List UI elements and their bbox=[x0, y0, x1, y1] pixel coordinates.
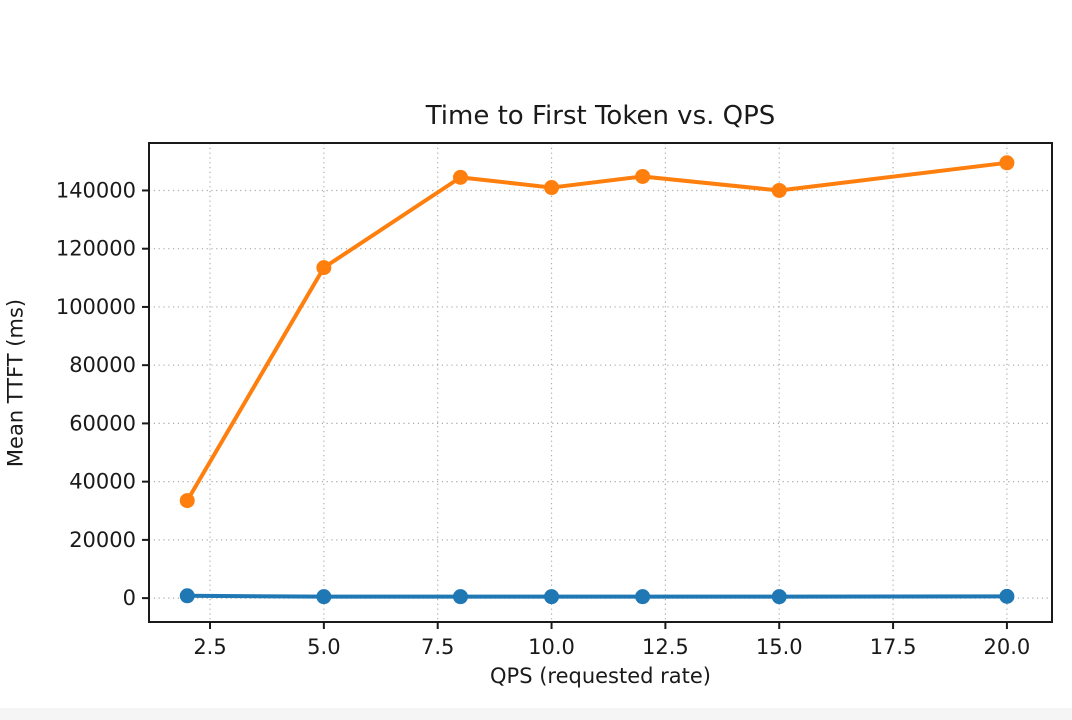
x-axis-label: QPS (requested rate) bbox=[490, 664, 711, 688]
y-tick-label: 40000 bbox=[69, 470, 136, 494]
data-point-orange bbox=[452, 169, 468, 185]
x-tick-label: 7.5 bbox=[421, 635, 454, 659]
data-point-blue bbox=[771, 589, 787, 605]
plot-spines bbox=[148, 142, 1053, 623]
y-tick-label: 0 bbox=[123, 586, 136, 610]
data-point-blue bbox=[452, 589, 468, 605]
data-point-orange bbox=[316, 260, 332, 276]
data-point-orange bbox=[999, 155, 1015, 171]
y-tick-label: 80000 bbox=[69, 353, 136, 377]
x-tick-label: 5.0 bbox=[307, 635, 340, 659]
x-tick-label: 17.5 bbox=[870, 635, 917, 659]
y-tick-label: 20000 bbox=[69, 528, 136, 552]
chart-title: Time to First Token vs. QPS bbox=[425, 101, 776, 131]
data-point-blue bbox=[635, 589, 651, 605]
data-point-blue bbox=[179, 588, 195, 604]
x-tick-label: 12.5 bbox=[642, 635, 689, 659]
data-point-blue bbox=[544, 589, 560, 605]
bottom-bar bbox=[0, 708, 1072, 720]
x-tick-label: 15.0 bbox=[756, 635, 803, 659]
series-line-orange bbox=[185, 160, 1009, 503]
y-tick-label: 120000 bbox=[56, 237, 136, 261]
data-point-blue bbox=[316, 589, 332, 605]
data-point-orange bbox=[635, 168, 651, 184]
y-tick-label: 140000 bbox=[56, 178, 136, 202]
series-line-blue bbox=[185, 593, 1009, 599]
x-tick-label: 20.0 bbox=[984, 635, 1031, 659]
y-tick-label: 60000 bbox=[69, 411, 136, 435]
x-tick-label: 10.0 bbox=[528, 635, 575, 659]
data-point-orange bbox=[179, 493, 195, 509]
data-point-blue bbox=[999, 588, 1015, 604]
data-point-orange bbox=[544, 180, 560, 196]
y-tick-label: 100000 bbox=[56, 295, 136, 319]
x-tick-label: 2.5 bbox=[193, 635, 226, 659]
data-point-orange bbox=[771, 182, 787, 198]
